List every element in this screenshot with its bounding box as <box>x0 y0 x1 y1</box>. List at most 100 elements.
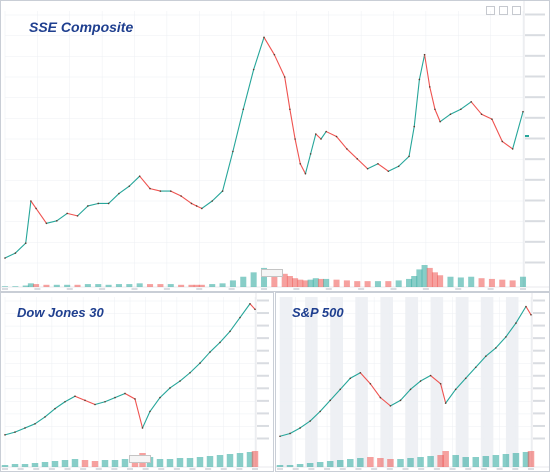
x-axis-tick-label <box>390 288 397 290</box>
sp500-chart[interactable]: S&P 500 <box>275 292 550 472</box>
data-point <box>64 400 66 403</box>
price-line-segment <box>124 392 136 400</box>
volume-bar <box>193 284 200 287</box>
data-point <box>387 170 390 173</box>
price-line-segment <box>485 347 497 357</box>
price-line-segment <box>299 420 311 429</box>
zoom-handle[interactable] <box>261 269 283 277</box>
data-point <box>366 167 369 170</box>
volume-bar <box>21 464 29 467</box>
volume-bar <box>519 276 527 287</box>
sse-plot-area[interactable] <box>1 1 550 292</box>
sp500-plot-area[interactable] <box>276 293 550 472</box>
x-axis-tick-label <box>261 288 267 290</box>
price-line-segment <box>179 372 191 382</box>
volume-bar <box>522 452 530 467</box>
volume-bar <box>333 279 340 287</box>
volume-bar <box>240 276 247 287</box>
y-axis-tick-label <box>525 116 545 119</box>
x-axis-tick-label <box>189 468 196 470</box>
y-axis-tick-label <box>533 362 545 365</box>
toolbar-button[interactable] <box>512 6 521 15</box>
x-axis-tick-label <box>80 468 87 470</box>
price-line-segment <box>294 138 301 165</box>
data-point <box>169 387 171 389</box>
data-point <box>449 113 452 115</box>
data-point <box>4 434 6 436</box>
x-axis-tick-label <box>520 288 526 290</box>
x-axis-tick-label <box>402 468 409 470</box>
data-point <box>159 396 161 399</box>
volume-bar <box>101 460 109 467</box>
price-line-segment <box>424 54 431 88</box>
volume-bar <box>527 451 535 467</box>
zoom-handle[interactable] <box>129 455 151 463</box>
volume-bar <box>111 460 119 467</box>
data-point <box>409 388 412 391</box>
price-line-segment <box>84 399 96 406</box>
data-point <box>201 207 203 210</box>
x-axis-tick-label <box>386 468 393 470</box>
x-axis-tick-label <box>236 468 243 470</box>
data-point <box>107 202 110 205</box>
data-point <box>283 76 286 78</box>
data-point <box>495 347 497 349</box>
volume-bar <box>126 284 133 287</box>
price-line-segment <box>409 380 422 390</box>
sse-chart-title: SSE Composite <box>29 19 134 35</box>
data-point <box>66 212 68 215</box>
price-line-segment <box>445 388 457 404</box>
price-line-segment <box>229 317 241 332</box>
x-axis-tick-label <box>308 468 315 470</box>
volume-bar <box>421 265 428 287</box>
data-point <box>34 423 36 425</box>
x-axis-tick-label <box>496 468 503 470</box>
data-point <box>419 380 422 382</box>
price-line-segment <box>339 377 351 390</box>
price-line-segment <box>289 427 301 435</box>
volume-bar <box>33 284 40 287</box>
toolbar-button[interactable] <box>499 6 508 15</box>
y-axis-tick-label <box>533 299 545 302</box>
volume-bar <box>499 279 506 287</box>
data-point <box>199 362 201 364</box>
data-point <box>279 435 281 438</box>
dow-jones-chart[interactable]: Dow Jones 30 <box>0 292 274 472</box>
volume-bar <box>51 461 59 467</box>
x-axis-tick-label <box>64 468 71 470</box>
data-point <box>76 215 79 217</box>
volume-bar <box>246 452 254 467</box>
data-point <box>429 374 432 377</box>
data-point <box>289 108 291 111</box>
volume-bar <box>426 267 433 287</box>
price-line-segment <box>408 126 415 157</box>
price-line-segment <box>4 431 16 436</box>
volume-bar <box>411 276 418 287</box>
volume-bar <box>61 460 69 467</box>
y-axis-tick-label <box>525 34 545 37</box>
sse-composite-chart[interactable]: SSE Composite <box>0 0 550 292</box>
price-line-segment <box>149 188 161 192</box>
x-axis-tick-label <box>127 468 133 470</box>
price-line-segment <box>299 163 306 175</box>
price-line-segment <box>501 140 514 150</box>
toolbar-button[interactable] <box>486 6 495 15</box>
y-axis-tick-label <box>533 349 545 352</box>
data-point <box>304 172 307 175</box>
price-line-segment <box>94 401 106 406</box>
data-point <box>74 395 76 398</box>
volume-bar <box>1 286 9 287</box>
volume-bar <box>385 281 392 287</box>
data-point <box>299 163 302 165</box>
sp500-chart-title: S&P 500 <box>292 305 344 320</box>
price-line-segment <box>309 410 321 422</box>
data-point <box>491 118 493 120</box>
data-point <box>221 190 224 192</box>
volume-bar <box>457 277 464 287</box>
data-point <box>460 108 462 111</box>
data-point <box>464 377 467 380</box>
data-point <box>30 200 32 202</box>
price-line-segment <box>189 362 201 374</box>
data-point <box>219 341 221 344</box>
data-point <box>254 308 256 311</box>
